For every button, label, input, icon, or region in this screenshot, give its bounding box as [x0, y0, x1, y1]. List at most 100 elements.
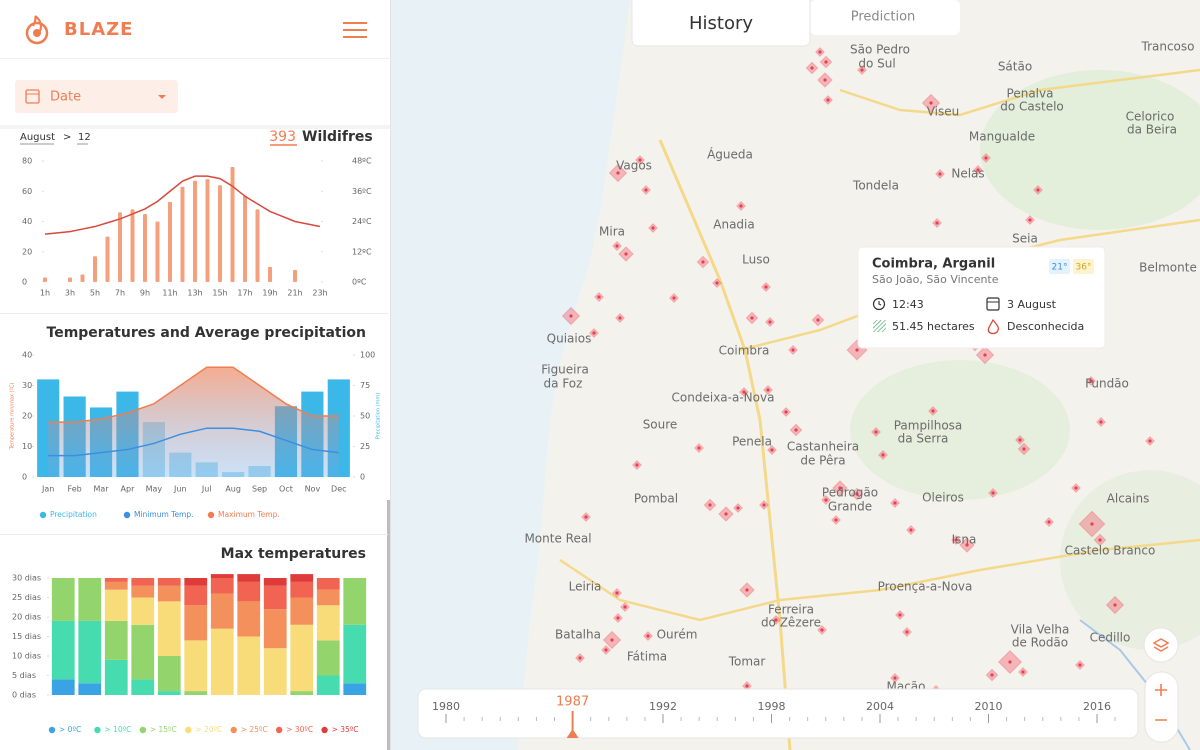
legend-label: > 30ºC: [286, 725, 313, 734]
place-label: Quiaios: [547, 332, 592, 346]
badge-text: 21°: [1052, 263, 1068, 273]
fire-marker-dot: [623, 605, 627, 609]
fire-marker-dot: [1036, 188, 1040, 192]
place-label: Penalva: [1007, 87, 1054, 101]
stacked-bar-segment: [263, 648, 287, 695]
bar: [243, 195, 247, 282]
x-tick-label: Jun: [173, 485, 187, 494]
place-label: São Pedro: [850, 43, 910, 57]
legend-label: > 20ºC: [195, 725, 222, 734]
header: [0, 0, 390, 58]
x-tick-label: 13h: [187, 289, 202, 298]
menu-button[interactable]: [343, 22, 367, 38]
timeline[interactable]: [417, 688, 1139, 739]
month[interactable]: August: [20, 132, 55, 143]
place-label: Vagos: [616, 159, 652, 173]
badge: [1073, 259, 1094, 274]
chart-title: Max temperatures: [221, 546, 366, 562]
place-label: Castanheira: [787, 440, 859, 454]
fire-marker-dot: [823, 78, 827, 82]
fire-marker-dot: [672, 296, 676, 300]
fire-marker-dot: [826, 98, 830, 102]
tab[interactable]: History: [689, 13, 753, 34]
tooltip-area: 51.45 hectares: [892, 320, 975, 333]
fire-marker-dot: [644, 188, 648, 192]
stacked-bar-segment: [184, 585, 208, 606]
slider-handle[interactable]: [566, 729, 579, 738]
day[interactable]: 12: [78, 132, 91, 143]
bar: [155, 221, 160, 282]
place-label: Soure: [643, 418, 678, 432]
fire-marker-dot: [592, 331, 596, 335]
fire-marker-dot: [766, 388, 770, 392]
place-label: de Rodão: [1012, 636, 1068, 650]
place-label: Celorico: [1126, 110, 1175, 124]
x-tick-label: May: [146, 485, 163, 494]
y2-axis-title: Precipitation (mm): [376, 393, 382, 440]
tab-background[interactable]: [631, 0, 811, 47]
x-tick-label: Aug: [225, 485, 241, 494]
fire-marker-dot: [791, 348, 795, 352]
bar: [143, 213, 147, 282]
place-label: da Foz: [544, 377, 583, 391]
tab-background[interactable]: [810, 0, 960, 35]
y-tick-label: 10 dias: [12, 652, 41, 661]
x-tick-label: 9h: [140, 289, 150, 298]
fire-marker-dot: [824, 498, 828, 502]
fire-marker-dot: [1148, 439, 1152, 443]
tooltip-time: 12:43: [892, 298, 924, 311]
fire-marker-dot: [810, 66, 814, 70]
tab[interactable]: Prediction: [851, 10, 916, 25]
stacked-bar-segment: [290, 691, 314, 695]
fire-marker-dot: [818, 50, 822, 54]
fire-marker-dot: [893, 501, 897, 505]
fire-marker-dot: [768, 320, 772, 324]
fire-marker-dot: [635, 463, 639, 467]
stacked-bar-segment: [78, 578, 102, 621]
clock-icon: [872, 297, 886, 311]
fire-marker-dot: [1008, 660, 1012, 664]
fire-marker-dot: [1090, 522, 1094, 526]
fire-marker-dot: [965, 543, 969, 547]
scrollbar[interactable]: [387, 500, 390, 750]
y-tick-label: 20: [22, 412, 32, 421]
stacked-bar-segment: [263, 578, 287, 586]
fire-marker-dot: [929, 101, 933, 105]
bar: [230, 167, 235, 282]
road: [839, 68, 1200, 117]
place-label: Anadia: [713, 218, 754, 232]
date-dropdown[interactable]: [15, 80, 178, 113]
logo[interactable]: [25, 15, 49, 45]
stacked-bar-segment: [290, 624, 314, 692]
place-label: da Serra: [898, 432, 949, 446]
y-tick-label: 5 dias: [12, 671, 36, 680]
stacked-bar-segment: [104, 589, 128, 621]
badge: [1049, 259, 1070, 274]
fire-marker-dot: [855, 492, 859, 496]
fire-marker-dot: [1074, 486, 1078, 490]
stacked-bar-segment: [78, 620, 102, 684]
stacked-bar-segment: [263, 585, 287, 610]
stacked-bar-segment: [51, 578, 75, 621]
road: [658, 139, 792, 750]
fire-marker-dot: [736, 506, 740, 510]
place-label: Viseu: [927, 105, 960, 119]
fire-marker-dot: [935, 221, 939, 225]
y-tick-label: 0: [22, 473, 27, 482]
fire-marker-dot: [1047, 520, 1051, 524]
zoom-controls[interactable]: [1144, 671, 1179, 743]
y2-tick-label: 75: [360, 381, 370, 390]
stacked-bar-segment: [157, 578, 181, 586]
layers-button[interactable]: [1143, 627, 1179, 663]
stacked-bar-segment: [237, 636, 261, 695]
fire-marker-dot: [1028, 218, 1032, 222]
place-label: Fundão: [1085, 377, 1129, 391]
legend-label: > 35ºC: [332, 725, 359, 734]
place-label: Águeda: [707, 147, 753, 162]
year-label: 1992: [649, 700, 677, 713]
fire-marker-dot: [774, 618, 778, 622]
bar: [255, 209, 260, 282]
